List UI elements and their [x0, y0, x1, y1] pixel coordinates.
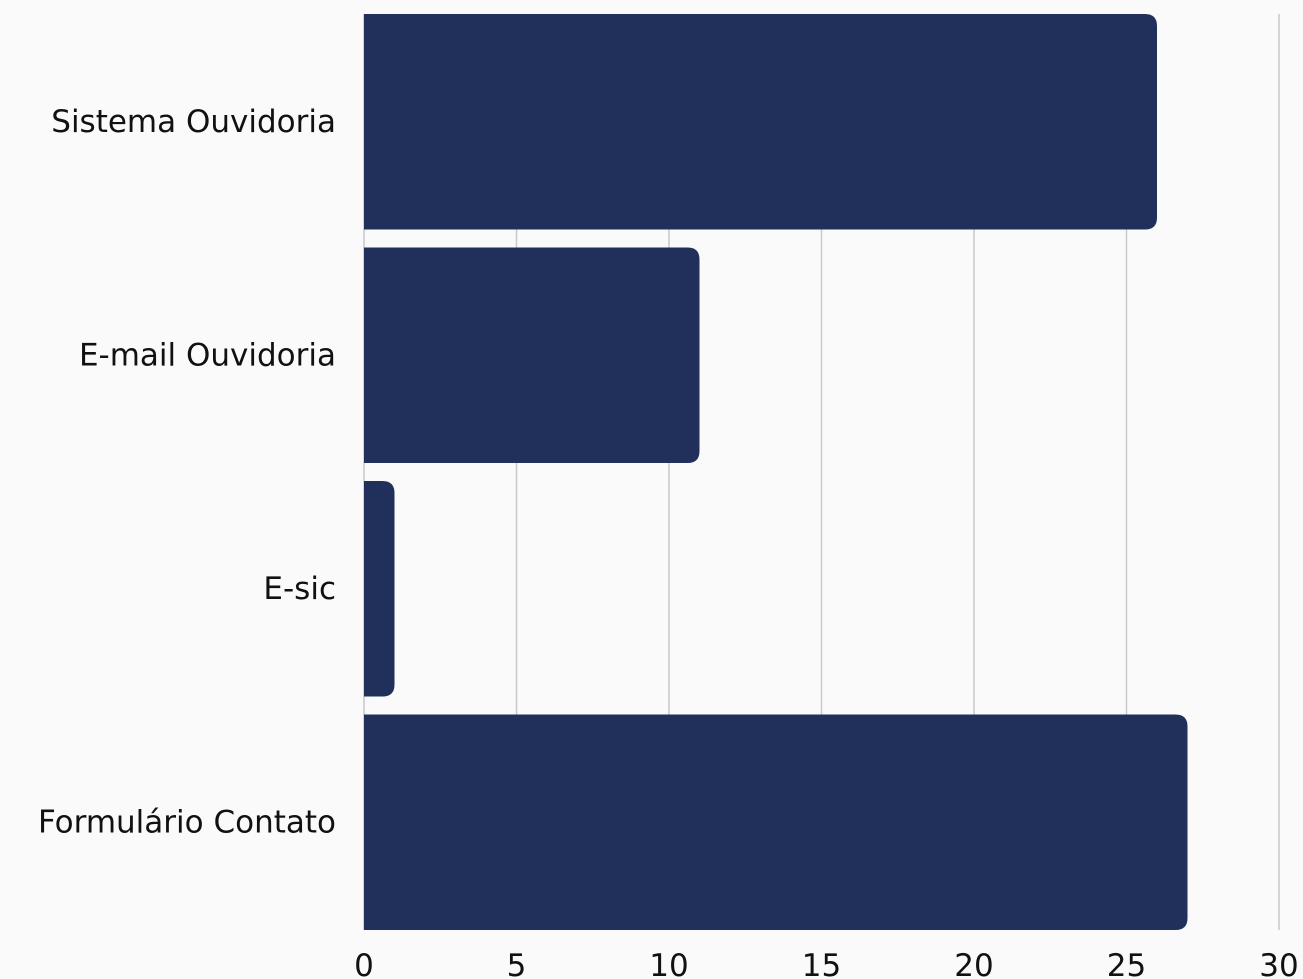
- bars: [364, 14, 1188, 930]
- x-tick-label: 15: [802, 948, 841, 979]
- bar-formul-rio-contato: [364, 714, 1188, 930]
- category-label: Sistema Ouvidoria: [51, 104, 336, 140]
- x-tick-label: 10: [649, 948, 688, 979]
- category-labels: Sistema Ouvidoria E-mail Ouvidoria E-sic Fo…: [38, 104, 336, 841]
- x-tick-label: 25: [1107, 948, 1146, 979]
- x-tick-label: 30: [1259, 948, 1298, 979]
- x-axis-tick-labels: 0 5 10 15 20 25 30: [354, 948, 1299, 979]
- x-tick-label: 20: [954, 948, 993, 979]
- category-label: Formulário Contato: [38, 804, 336, 840]
- category-label: E-sic: [263, 571, 336, 607]
- bar-sistema-ouvidoria: [364, 14, 1157, 230]
- bar-e-sic: [364, 481, 395, 697]
- x-tick-label: 5: [507, 948, 527, 979]
- x-tick-label: 0: [354, 948, 374, 979]
- category-label: E-mail Ouvidoria: [79, 337, 336, 373]
- bar-e-mail-ouvidoria: [364, 247, 700, 463]
